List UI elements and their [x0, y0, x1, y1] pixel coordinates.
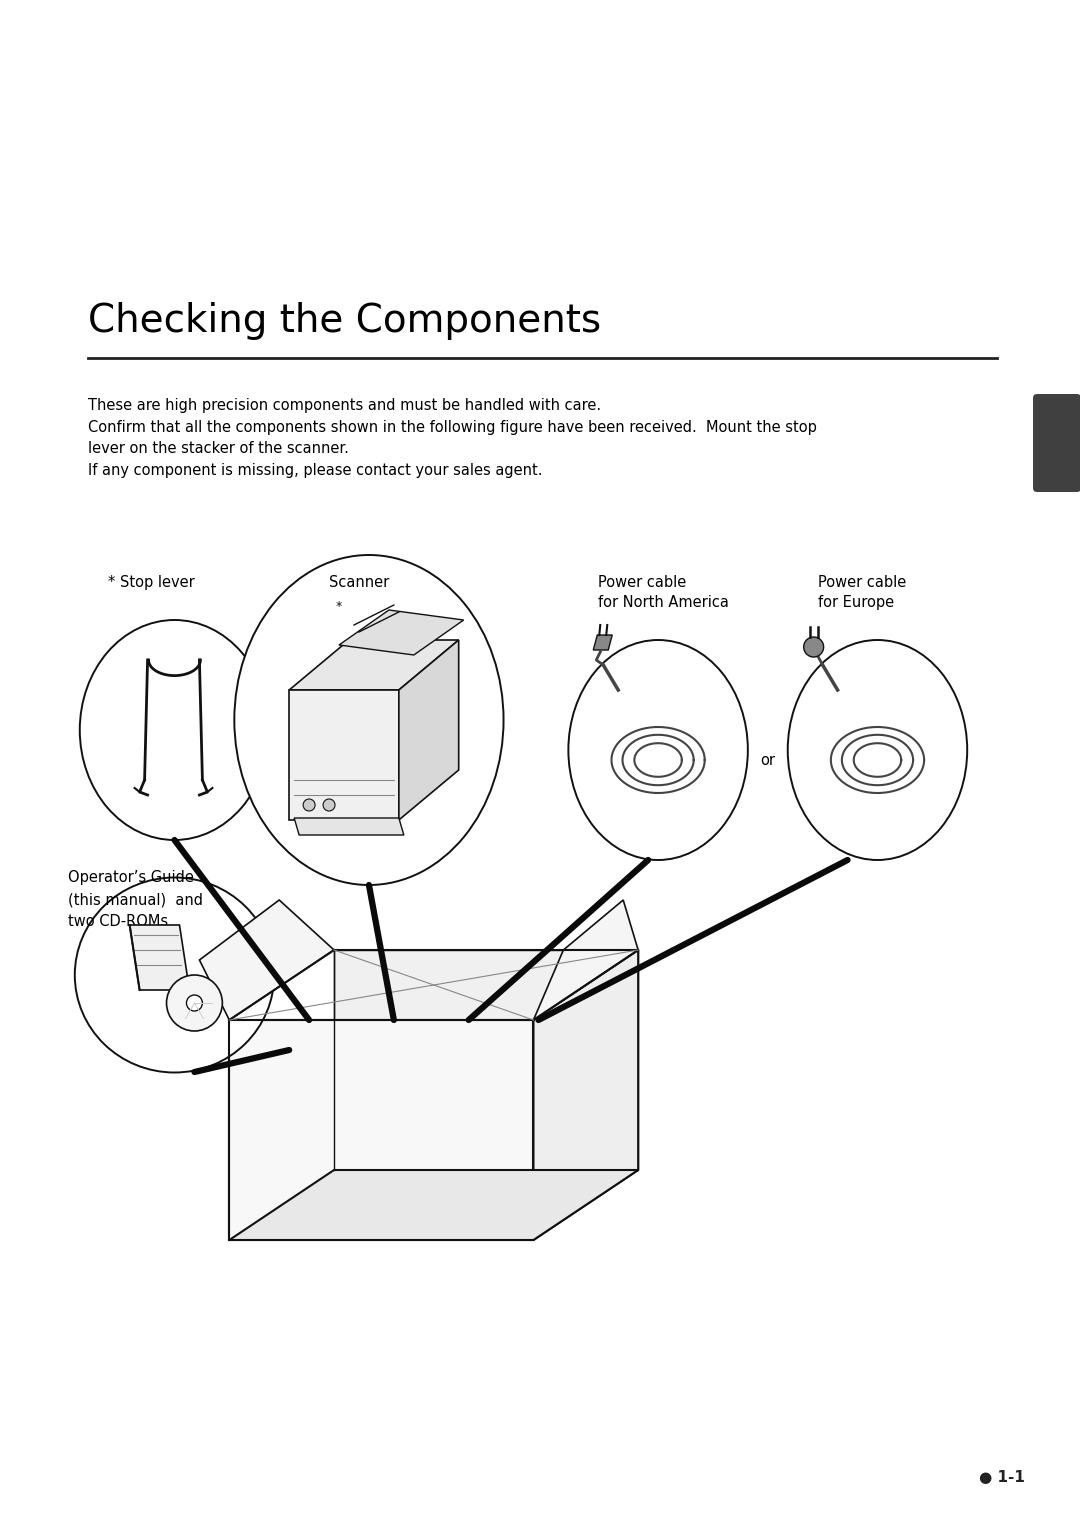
- Polygon shape: [534, 900, 638, 1021]
- Text: Scanner: Scanner: [328, 575, 389, 590]
- Circle shape: [323, 799, 335, 811]
- Text: or: or: [760, 752, 775, 767]
- Text: for North America: for North America: [598, 594, 729, 610]
- Text: Checking the Components: Checking the Components: [87, 303, 600, 341]
- Text: Operator’s Guide
(this manual)  and
two CD-ROMs: Operator’s Guide (this manual) and two C…: [68, 869, 203, 929]
- Ellipse shape: [568, 640, 747, 860]
- Text: Power cable: Power cable: [598, 575, 687, 590]
- Polygon shape: [339, 610, 463, 656]
- Ellipse shape: [75, 877, 274, 1073]
- Polygon shape: [289, 640, 459, 691]
- FancyBboxPatch shape: [1034, 394, 1080, 492]
- Polygon shape: [130, 924, 189, 990]
- Text: These are high precision components and must be handled with care.: These are high precision components and …: [87, 397, 600, 413]
- Polygon shape: [200, 900, 334, 1021]
- Text: lever on the stacker of the scanner.: lever on the stacker of the scanner.: [87, 442, 349, 455]
- Polygon shape: [334, 950, 638, 1170]
- Text: *: *: [336, 601, 342, 613]
- Ellipse shape: [787, 640, 968, 860]
- Text: If any component is missing, please contact your sales agent.: If any component is missing, please cont…: [87, 463, 542, 478]
- Polygon shape: [289, 691, 399, 821]
- Circle shape: [303, 799, 315, 811]
- Polygon shape: [229, 1021, 534, 1241]
- Circle shape: [187, 995, 202, 1012]
- Polygon shape: [229, 1170, 638, 1241]
- Circle shape: [804, 637, 824, 657]
- Text: ● 1-1: ● 1-1: [980, 1470, 1025, 1485]
- Polygon shape: [294, 817, 404, 834]
- Polygon shape: [399, 640, 459, 821]
- Text: for Europe: for Europe: [818, 594, 894, 610]
- Text: * Stop lever: * Stop lever: [108, 575, 194, 590]
- Ellipse shape: [80, 620, 269, 840]
- Circle shape: [166, 975, 222, 1031]
- Text: Power cable: Power cable: [818, 575, 906, 590]
- Ellipse shape: [234, 555, 503, 885]
- Polygon shape: [593, 636, 612, 649]
- Polygon shape: [534, 950, 638, 1241]
- Text: Confirm that all the components shown in the following figure have been received: Confirm that all the components shown in…: [87, 420, 816, 435]
